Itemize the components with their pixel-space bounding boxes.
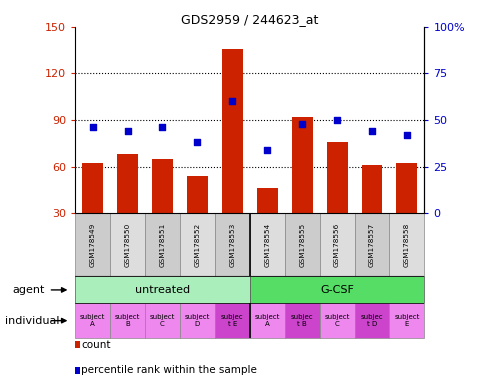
Bar	[110, 303, 145, 338]
Bar	[180, 213, 214, 276]
Bar	[291, 117, 312, 213]
Bar	[354, 303, 389, 338]
Bar	[319, 303, 354, 338]
Text: subject
C: subject C	[150, 314, 175, 327]
Bar	[145, 213, 180, 276]
Point	[263, 147, 271, 153]
Text: subject
C: subject C	[324, 314, 349, 327]
Bar	[319, 213, 354, 276]
Text: GSM178556: GSM178556	[333, 223, 339, 267]
Text: percentile rank within the sample: percentile rank within the sample	[81, 365, 257, 375]
Text: untreated: untreated	[135, 285, 190, 295]
Text: GSM178555: GSM178555	[299, 223, 304, 267]
Text: subjec
t D: subjec t D	[360, 314, 382, 327]
Point	[333, 117, 340, 123]
Bar	[354, 213, 389, 276]
Bar	[221, 49, 242, 213]
Bar	[145, 303, 180, 338]
Bar	[326, 142, 347, 213]
Bar	[284, 303, 319, 338]
Text: subject
E: subject E	[393, 314, 419, 327]
Bar	[389, 213, 424, 276]
Text: count: count	[81, 340, 110, 350]
Text: subject
B: subject B	[115, 314, 140, 327]
Bar	[256, 188, 277, 213]
Bar	[82, 164, 103, 213]
Point	[89, 124, 96, 131]
Bar	[75, 303, 110, 338]
Bar	[395, 164, 417, 213]
Text: GSM178549: GSM178549	[90, 223, 95, 267]
Bar	[361, 165, 382, 213]
Bar	[75, 276, 249, 303]
Text: GSM178554: GSM178554	[264, 223, 270, 267]
Text: GSM178550: GSM178550	[124, 223, 130, 267]
Point	[228, 98, 236, 104]
Text: GSM178553: GSM178553	[229, 223, 235, 267]
Bar	[151, 159, 173, 213]
Text: GSM178557: GSM178557	[368, 223, 374, 267]
Text: subjec
t E: subjec t E	[221, 314, 243, 327]
Bar	[249, 303, 284, 338]
Text: GSM178558: GSM178558	[403, 223, 409, 267]
Bar	[186, 176, 208, 213]
Bar	[214, 303, 249, 338]
Text: subject
A: subject A	[80, 314, 105, 327]
Bar	[110, 213, 145, 276]
Bar	[75, 213, 110, 276]
Text: individual: individual	[5, 316, 59, 326]
Point	[402, 132, 410, 138]
Point	[367, 128, 375, 134]
Text: GSM178552: GSM178552	[194, 223, 200, 267]
Point	[158, 124, 166, 131]
Bar	[117, 154, 138, 213]
Bar	[249, 276, 424, 303]
Point	[298, 121, 305, 127]
Text: agent: agent	[12, 285, 45, 295]
Bar	[249, 213, 284, 276]
Text: GSM178551: GSM178551	[159, 223, 165, 267]
Title: GDS2959 / 244623_at: GDS2959 / 244623_at	[181, 13, 318, 26]
Text: subject
A: subject A	[254, 314, 279, 327]
Text: G-CSF: G-CSF	[319, 285, 353, 295]
Bar	[389, 303, 424, 338]
Point	[123, 128, 131, 134]
Bar	[180, 303, 214, 338]
Text: subjec
t B: subjec t B	[290, 314, 313, 327]
Bar	[214, 213, 249, 276]
Text: subject
D: subject D	[184, 314, 210, 327]
Point	[193, 139, 201, 146]
Bar	[284, 213, 319, 276]
